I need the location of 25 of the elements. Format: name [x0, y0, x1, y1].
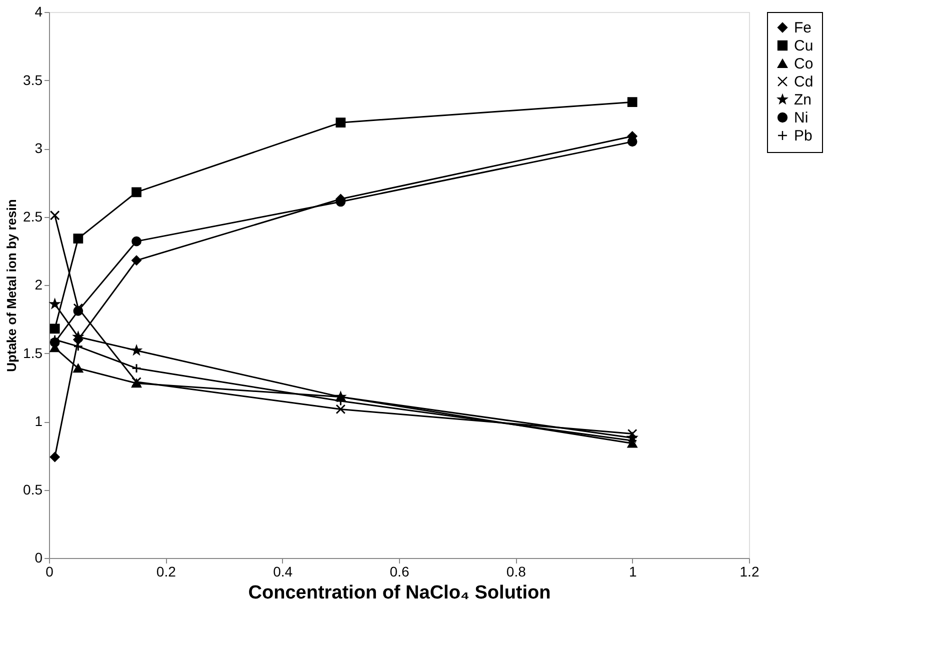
x-tick-label: 1	[628, 564, 637, 580]
y-tick-label: 1	[34, 413, 43, 429]
y-tick-label: 4	[34, 4, 43, 20]
x-tick-label: 0.2	[156, 564, 176, 580]
legend-label: Ni	[794, 110, 808, 126]
x-axis-title: Concentration of NaClo₄ Solution	[248, 582, 551, 604]
legend-label: Zn	[794, 92, 812, 108]
y-tick-label: 2.5	[23, 208, 43, 224]
x-tick-label: 0.6	[390, 564, 410, 580]
y-tick-label: 3.5	[23, 72, 43, 88]
y-tick-label: 0.5	[23, 481, 43, 498]
x-tick-label: 0	[46, 564, 54, 580]
legend-label: Fe	[794, 20, 812, 36]
legend-label: Cu	[794, 38, 814, 54]
legend-label: Co	[794, 56, 814, 72]
legend-label: Cd	[794, 74, 814, 90]
x-tick-label: 0.4	[273, 564, 293, 580]
y-axis-title: Uptake of Metal ion by resin	[4, 199, 20, 372]
legend-label: Pb	[794, 128, 812, 144]
y-tick-label: 0	[34, 550, 43, 566]
x-tick-label: 0.8	[506, 564, 526, 580]
y-tick-label: 1.5	[23, 344, 43, 361]
y-tick-label: 2	[34, 276, 43, 292]
y-tick-label: 3	[34, 140, 43, 156]
x-tick-label: 1.2	[740, 564, 760, 580]
